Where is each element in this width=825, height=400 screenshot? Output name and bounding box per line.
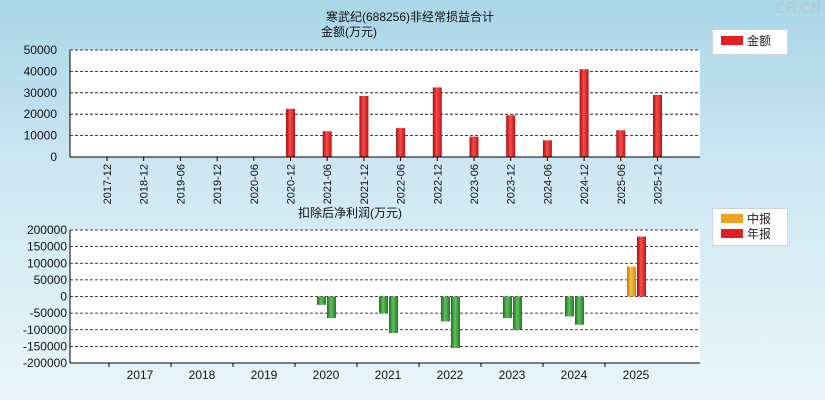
top-x-tick-label: 2022-12 — [432, 164, 444, 204]
top-x-tick-label: 2019-06 — [175, 164, 187, 204]
legend-swatch-interim — [721, 214, 743, 223]
legend-swatch-amount — [721, 36, 743, 45]
top-x-tick-label: 2025-06 — [616, 164, 628, 204]
top-bar — [396, 128, 406, 157]
bottom-y-tick-label: 50000 — [34, 273, 68, 287]
legend-swatch-annual — [721, 229, 743, 238]
top-bar — [286, 108, 295, 157]
bottom-bar-annual — [513, 296, 522, 330]
bottom-x-tick-label: 2024 — [561, 368, 588, 382]
bottom-y-tick-label: -50000 — [30, 306, 68, 320]
bottom-y-tick-label: -100000 — [23, 323, 67, 337]
bottom-bar-annual — [637, 236, 646, 297]
top-y-tick-label: 40000 — [24, 64, 58, 78]
top-x-tick-label: 2024-06 — [542, 164, 554, 204]
top-x-tick-label: 2023-12 — [506, 164, 518, 204]
bottom-y-tick-label: 100000 — [27, 256, 67, 270]
top-bar — [469, 136, 479, 157]
bottom-x-tick-label: 2021 — [375, 368, 402, 382]
bottom-bar-interim — [503, 296, 512, 319]
top-x-tick-label: 2024-12 — [579, 164, 591, 204]
bottom-bar-annual — [451, 296, 460, 349]
bottom-y-tick-label: 200000 — [27, 223, 67, 237]
top-x-tick-label: 2023-06 — [469, 164, 481, 204]
bottom-y-tick-label: 150000 — [27, 240, 67, 254]
top-bars — [286, 69, 662, 157]
bottom-legend: 中报 年报 — [712, 208, 788, 246]
top-x-tick-label: 2022-06 — [396, 164, 408, 204]
top-bar — [542, 140, 552, 157]
top-y-tick-label: 20000 — [24, 107, 58, 121]
legend-label-annual: 年报 — [747, 227, 772, 241]
top-y-tick-label: 0 — [50, 150, 57, 164]
bottom-chart-title: 扣除后净利润(万元) — [298, 205, 402, 220]
bottom-bars — [317, 236, 646, 349]
top-chart-unit-label: 金额(万元) — [321, 24, 377, 39]
bottom-x-tick-label: 2022 — [437, 368, 464, 382]
bottom-bar-interim — [627, 266, 636, 297]
top-plot-area — [70, 50, 700, 157]
bottom-y-tick-label: 0 — [60, 290, 67, 304]
top-y-tick-label: 50000 — [24, 43, 58, 57]
bottom-bar-interim — [441, 296, 450, 322]
top-bar — [359, 96, 369, 157]
top-grid — [70, 49, 700, 158]
bottom-bar-interim — [565, 296, 574, 317]
bottom-x-tick-label: 2019 — [251, 368, 278, 382]
top-legend: 金额 — [712, 29, 788, 55]
bottom-y-tick-label: -200000 — [23, 356, 67, 370]
top-bar — [432, 87, 442, 157]
top-y-tick-label: 10000 — [24, 129, 58, 143]
legend-label-interim: 中报 — [747, 212, 772, 226]
bottom-bar-interim — [379, 296, 388, 314]
top-bar — [322, 131, 332, 157]
top-x-tick-label: 2020-12 — [286, 164, 298, 204]
bottom-x-tick-label: 2017 — [127, 368, 154, 382]
watermark-logo: CFi.CN — [775, 1, 821, 17]
bottom-x-tick-label: 2020 — [313, 368, 340, 382]
top-x-tick-label: 2020-06 — [249, 164, 261, 204]
top-x-tick-label: 2017-12 — [102, 164, 114, 204]
top-x-tick-label: 2019-12 — [212, 164, 224, 204]
bottom-y-tick-label: -150000 — [23, 339, 67, 353]
top-bar — [579, 69, 589, 157]
bottom-bar-annual — [327, 296, 336, 319]
legend-label-amount: 金额 — [747, 34, 772, 48]
bottom-bar-interim — [317, 296, 326, 305]
top-axis: 50000 40000 30000 20000 10000 0 2017-12 2018-12… — [24, 43, 700, 204]
top-x-tick-label: 2018-12 — [139, 164, 151, 204]
top-bar — [653, 94, 662, 157]
top-bar — [616, 130, 626, 157]
bottom-x-tick-label: 2025 — [623, 368, 650, 382]
top-x-tick-label: 2025-12 — [653, 164, 665, 204]
bottom-x-tick-label: 2018 — [189, 368, 216, 382]
bottom-axis: 200000 150000 100000 50000 0 -50000 -100000 -15… — [23, 223, 700, 382]
bottom-bar-annual — [389, 296, 398, 334]
bottom-bar-annual — [575, 296, 584, 325]
top-bar — [506, 115, 516, 157]
top-x-tick-label: 2021-06 — [322, 164, 334, 204]
top-y-tick-label: 30000 — [24, 86, 58, 100]
top-chart-title: 寒武纪(688256)非经常损益合计 — [326, 9, 494, 24]
top-x-tick-label: 2021-12 — [359, 164, 371, 204]
bottom-x-tick-label: 2023 — [499, 368, 526, 382]
